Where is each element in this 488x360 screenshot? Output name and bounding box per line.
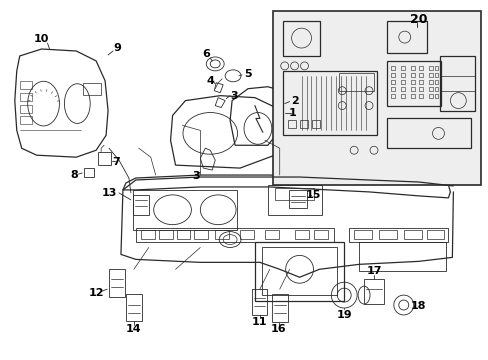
Bar: [299, 121, 307, 129]
Bar: [158, 230, 172, 239]
Bar: [434, 94, 438, 98]
Bar: [282, 21, 320, 56]
Bar: [427, 80, 432, 84]
Bar: [194, 230, 208, 239]
Bar: [240, 230, 253, 239]
Text: 20: 20: [409, 13, 427, 26]
Text: 7: 7: [112, 157, 120, 167]
Bar: [312, 121, 320, 129]
Bar: [410, 80, 414, 84]
Bar: [254, 242, 344, 301]
Bar: [390, 66, 394, 70]
Text: 16: 16: [270, 324, 286, 334]
Text: 17: 17: [366, 266, 381, 276]
Bar: [133, 190, 237, 230]
Bar: [272, 11, 480, 185]
Bar: [20, 81, 32, 89]
Text: 15: 15: [305, 190, 321, 200]
Text: 14: 14: [126, 324, 142, 334]
Bar: [390, 73, 394, 77]
Bar: [294, 230, 308, 239]
Bar: [176, 230, 190, 239]
Bar: [274, 188, 314, 200]
Bar: [353, 230, 371, 239]
Bar: [264, 230, 278, 239]
Bar: [83, 83, 101, 95]
Bar: [410, 73, 414, 77]
Bar: [426, 230, 444, 239]
Bar: [410, 66, 414, 70]
Bar: [418, 94, 422, 98]
Bar: [434, 87, 438, 91]
Bar: [215, 230, 229, 239]
Bar: [390, 87, 394, 91]
Bar: [418, 66, 422, 70]
Bar: [410, 87, 414, 91]
Bar: [418, 80, 422, 84]
Bar: [386, 21, 426, 53]
Bar: [390, 94, 394, 98]
Bar: [434, 73, 438, 77]
Bar: [386, 118, 470, 148]
Text: 9: 9: [113, 43, 121, 53]
Bar: [386, 61, 441, 105]
Text: 3: 3: [230, 91, 237, 101]
Bar: [434, 80, 438, 84]
Text: 6: 6: [202, 49, 210, 59]
Bar: [400, 80, 404, 84]
Bar: [287, 121, 295, 129]
Bar: [141, 230, 154, 239]
Text: 4: 4: [206, 76, 214, 86]
Bar: [339, 73, 373, 91]
Text: 1: 1: [288, 108, 296, 117]
Bar: [314, 230, 327, 239]
Bar: [400, 66, 404, 70]
Bar: [434, 66, 438, 70]
Bar: [400, 73, 404, 77]
Text: 2: 2: [290, 96, 298, 105]
Bar: [348, 228, 447, 242]
Bar: [418, 87, 422, 91]
Bar: [390, 80, 394, 84]
Text: 13: 13: [101, 188, 117, 198]
Bar: [427, 94, 432, 98]
Bar: [410, 94, 414, 98]
Bar: [20, 117, 32, 125]
Bar: [427, 73, 432, 77]
Bar: [427, 87, 432, 91]
Bar: [400, 87, 404, 91]
Bar: [20, 105, 32, 113]
Bar: [378, 230, 396, 239]
Text: 12: 12: [88, 288, 103, 298]
Text: 5: 5: [244, 69, 251, 79]
Bar: [267, 185, 322, 215]
Bar: [136, 228, 334, 242]
Text: 11: 11: [252, 317, 267, 327]
Bar: [418, 73, 422, 77]
Text: 18: 18: [410, 301, 426, 311]
Bar: [403, 230, 421, 239]
Bar: [358, 242, 446, 271]
Bar: [440, 56, 474, 111]
Bar: [262, 247, 337, 295]
Text: 19: 19: [336, 310, 351, 320]
Text: 3: 3: [192, 171, 200, 181]
Text: 10: 10: [34, 34, 49, 44]
Bar: [427, 66, 432, 70]
Bar: [400, 94, 404, 98]
Bar: [282, 71, 376, 135]
Bar: [20, 93, 32, 100]
Text: 8: 8: [70, 170, 78, 180]
